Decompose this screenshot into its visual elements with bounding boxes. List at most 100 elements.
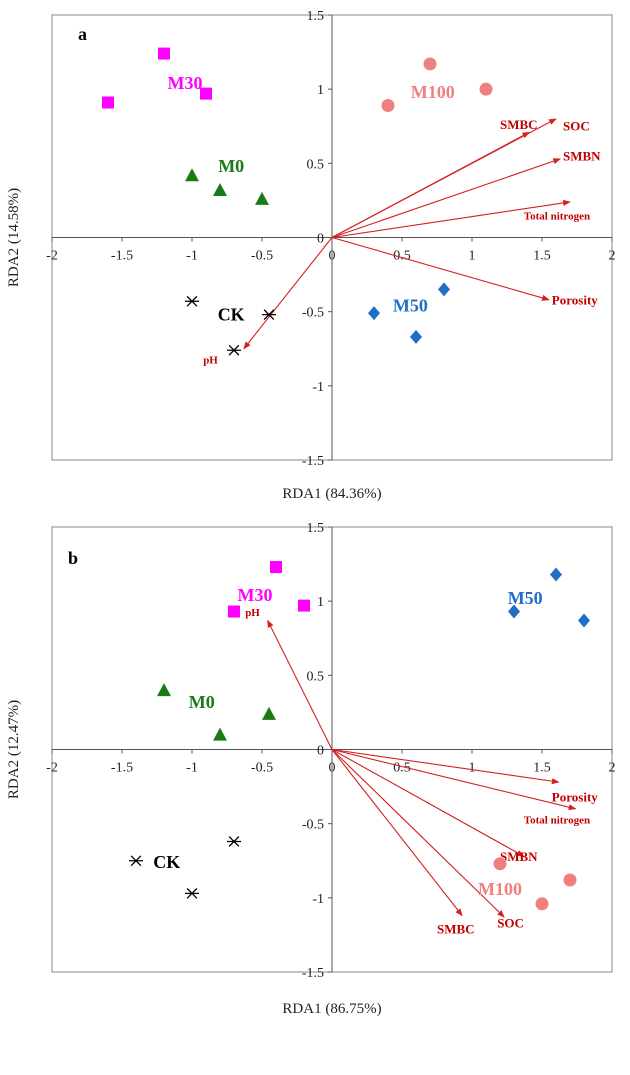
vector-arrow-smbn: [331, 158, 561, 239]
point-m100: [423, 57, 437, 71]
point-m50: [438, 282, 450, 297]
x-tick-label: -1: [186, 249, 198, 264]
vector-arrow-ph: [243, 237, 333, 350]
x-tick-label: 1: [469, 761, 476, 776]
group-label-m30: M30: [238, 585, 273, 605]
vector-label-porosity: Porosity: [552, 789, 598, 804]
group-label-ck: CK: [218, 305, 245, 325]
vector-label-smbn: SMBN: [563, 148, 601, 163]
point-ck: [185, 888, 199, 899]
vector-label-smbc: SMBC: [437, 921, 475, 936]
vector-label-smbc: SMBC: [500, 117, 538, 132]
y-tick-label: -1.5: [302, 966, 324, 981]
group-label-m30: M30: [168, 73, 203, 93]
panel-label: b: [68, 548, 78, 568]
x-axis-title: RDA1 (86.75%): [282, 1001, 381, 1017]
point-m30: [102, 96, 114, 109]
vector-arrow-soc: [331, 118, 557, 238]
x-tick-label: -1: [186, 761, 198, 776]
vector-arrow-porosity: [331, 236, 550, 301]
point-m0: [262, 706, 276, 720]
x-tick-label: -0.5: [251, 761, 273, 776]
x-tick-label: -1.5: [111, 761, 133, 776]
y-tick-label: -1.5: [302, 454, 324, 469]
vector-label-ph: pH: [203, 355, 218, 367]
vector-label-soc: SOC: [563, 119, 590, 134]
y-tick-label: -0.5: [302, 818, 324, 833]
point-m100: [563, 873, 577, 887]
x-tick-label: -0.5: [251, 249, 273, 264]
point-m30: [200, 87, 212, 100]
vector-label-porosity: Porosity: [552, 292, 598, 307]
y-axis-title: RDA2 (14.58%): [6, 188, 22, 287]
rda-plot-a: -2 -1.5 -1 -0.5 0 0.5 1 1.5 2 1.5 1 0.5 0 -0.5 -1 -1.5 R…: [6, 9, 616, 502]
y-tick-label: 0.5: [307, 157, 325, 172]
point-m50: [550, 567, 562, 582]
point-m50: [368, 306, 380, 321]
point-m0: [255, 191, 269, 205]
point-m0: [157, 683, 171, 697]
x-tick-label: -1.5: [111, 249, 133, 264]
vector-label-soc: SOC: [497, 916, 524, 931]
group-label-m100: M100: [478, 879, 522, 899]
vector-arrow-soc: [331, 749, 505, 918]
y-tick-label: 1.5: [307, 521, 325, 536]
y-tick-label: -0.5: [302, 306, 324, 321]
point-m30: [298, 599, 310, 612]
vector-arrow-smbc: [331, 749, 463, 917]
group-label-m0: M0: [189, 692, 215, 712]
group-label-m50: M50: [508, 588, 543, 608]
y-tick-label: 1.5: [307, 9, 325, 24]
point-ck: [227, 836, 241, 847]
x-tick-label: 1.5: [533, 249, 551, 264]
point-m100: [535, 897, 549, 911]
point-m30: [270, 561, 282, 574]
group-label-ck: CK: [153, 852, 180, 872]
x-tick-label: -2: [46, 249, 58, 264]
point-m30: [228, 605, 240, 618]
point-m100: [381, 98, 395, 112]
x-tick-label: 1.5: [533, 761, 551, 776]
vector-arrow-ph: [267, 619, 333, 750]
point-m100: [493, 857, 507, 871]
x-tick-label: -2: [46, 761, 58, 776]
y-tick-label: 0.5: [307, 669, 325, 684]
y-tick-label: 0: [317, 232, 324, 247]
x-tick-label: 0: [329, 761, 336, 776]
y-tick-label: -1: [312, 892, 324, 907]
point-ck: [262, 309, 276, 320]
group-label-m50: M50: [393, 296, 428, 316]
vector-label-smbn: SMBN: [500, 849, 538, 864]
point-ck: [185, 295, 199, 307]
rda-plot-b: -2 -1.5 -1 -0.5 0 0.5 1 1.5 2 1.5 1 0.5 0 -0.5 -1 -1.5 R…: [6, 521, 616, 1017]
x-tick-label: 2: [609, 761, 616, 776]
y-axis-title: RDA2 (12.47%): [6, 700, 22, 799]
vector-arrow-porosity: [331, 748, 560, 785]
vector-arrow-total-nitrogen: [331, 199, 571, 239]
x-tick-label: 2: [609, 249, 616, 264]
x-tick-label: 0.5: [393, 249, 411, 264]
y-tick-label: -1: [312, 380, 324, 395]
point-m50: [410, 329, 422, 344]
point-m100: [479, 82, 493, 96]
group-label-m100: M100: [411, 82, 455, 102]
point-m30: [158, 47, 170, 60]
vector-label-ph: pH: [245, 607, 260, 619]
x-tick-label: 0: [329, 249, 336, 264]
point-ck: [227, 344, 241, 356]
y-tick-label: 1: [317, 83, 324, 98]
x-tick-label: 1: [469, 249, 476, 264]
y-tick-label: 1: [317, 595, 324, 610]
y-tick-label: 0: [317, 744, 324, 759]
point-m50: [578, 613, 590, 628]
x-axis-title: RDA1 (84.36%): [282, 486, 381, 502]
point-ck: [129, 855, 143, 867]
vector-arrow-total-nitrogen: [331, 748, 577, 811]
point-m0: [185, 168, 199, 182]
vector-label-total-nitrogen: Total nitrogen: [524, 211, 590, 223]
panel-label: a: [78, 24, 87, 44]
point-m50: [508, 604, 520, 619]
group-label-m0: M0: [218, 156, 244, 176]
point-m0: [213, 183, 227, 197]
